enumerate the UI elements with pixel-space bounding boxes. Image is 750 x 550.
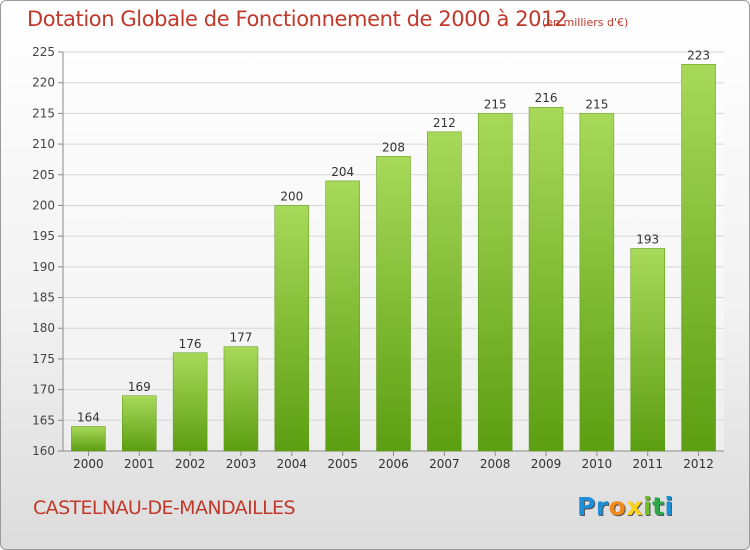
data-label: 212 [433, 116, 456, 130]
bar [172, 352, 208, 452]
y-tick-label: 225 [32, 45, 55, 59]
data-label: 215 [484, 97, 507, 111]
x-tick-label: 2004 [277, 457, 308, 471]
bar [325, 180, 360, 452]
data-label: 164 [77, 410, 100, 424]
commune-name: CASTELNAU-DE-MANDAILLES [33, 497, 296, 519]
x-tick-label: 2007 [429, 457, 460, 471]
y-tick-label: 215 [32, 106, 55, 120]
logo-letter: t [652, 492, 665, 521]
bar [223, 346, 259, 452]
data-label: 204 [331, 165, 354, 179]
logo-letter: i [664, 492, 674, 521]
y-tick-label: 190 [32, 260, 55, 274]
proxiti-logo: Proxiti [577, 492, 674, 524]
data-label: 208 [382, 140, 405, 154]
x-tick-label: 2005 [327, 457, 358, 471]
y-tick-label: 195 [32, 229, 55, 243]
y-tick-label: 200 [32, 198, 55, 212]
x-tick-label: 2003 [226, 457, 257, 471]
x-tick-label: 2006 [378, 457, 409, 471]
y-tick-label: 205 [32, 168, 55, 182]
data-label: 223 [687, 48, 710, 62]
bar [528, 106, 564, 452]
y-tick-label: 180 [32, 321, 55, 335]
x-tick-label: 2012 [683, 457, 714, 471]
y-tick-label: 170 [32, 383, 55, 397]
data-label: 193 [636, 232, 659, 246]
logo-letter: o [608, 492, 627, 521]
data-label: 216 [535, 91, 558, 105]
logo-letter: x [626, 492, 643, 521]
data-label: 169 [128, 380, 151, 394]
logo-letter: P [577, 492, 596, 521]
bar [122, 395, 157, 452]
logo-letter: i [643, 492, 653, 521]
data-label: 177 [230, 331, 253, 345]
logo-letter: r [595, 492, 609, 521]
chart-title: Dotation Globale de Fonctionnement de 20… [27, 7, 568, 31]
x-tick-label: 2002 [175, 457, 206, 471]
data-label: 200 [280, 189, 303, 203]
data-label: 176 [179, 337, 202, 351]
bar [681, 64, 716, 452]
bar [71, 426, 106, 452]
y-tick-label: 160 [32, 444, 55, 458]
y-tick-label: 165 [32, 413, 55, 427]
data-label: 215 [585, 97, 608, 111]
y-tick-label: 175 [32, 352, 55, 366]
bar [630, 248, 665, 452]
bar [477, 113, 513, 452]
x-tick-label: 2001 [124, 457, 155, 471]
x-tick-label: 2009 [531, 457, 562, 471]
x-tick-label: 2010 [582, 457, 613, 471]
x-tick-label: 2000 [73, 457, 104, 471]
x-tick-label: 2008 [480, 457, 511, 471]
bar [579, 113, 615, 452]
y-tick-label: 210 [32, 137, 55, 151]
bar [376, 156, 411, 452]
y-tick-label: 185 [32, 291, 55, 305]
bar [274, 205, 310, 452]
x-tick-label: 2011 [632, 457, 663, 471]
chart-subtitle: (en milliers d'€) [542, 16, 629, 29]
bar [427, 131, 462, 452]
y-tick-label: 220 [32, 76, 55, 90]
